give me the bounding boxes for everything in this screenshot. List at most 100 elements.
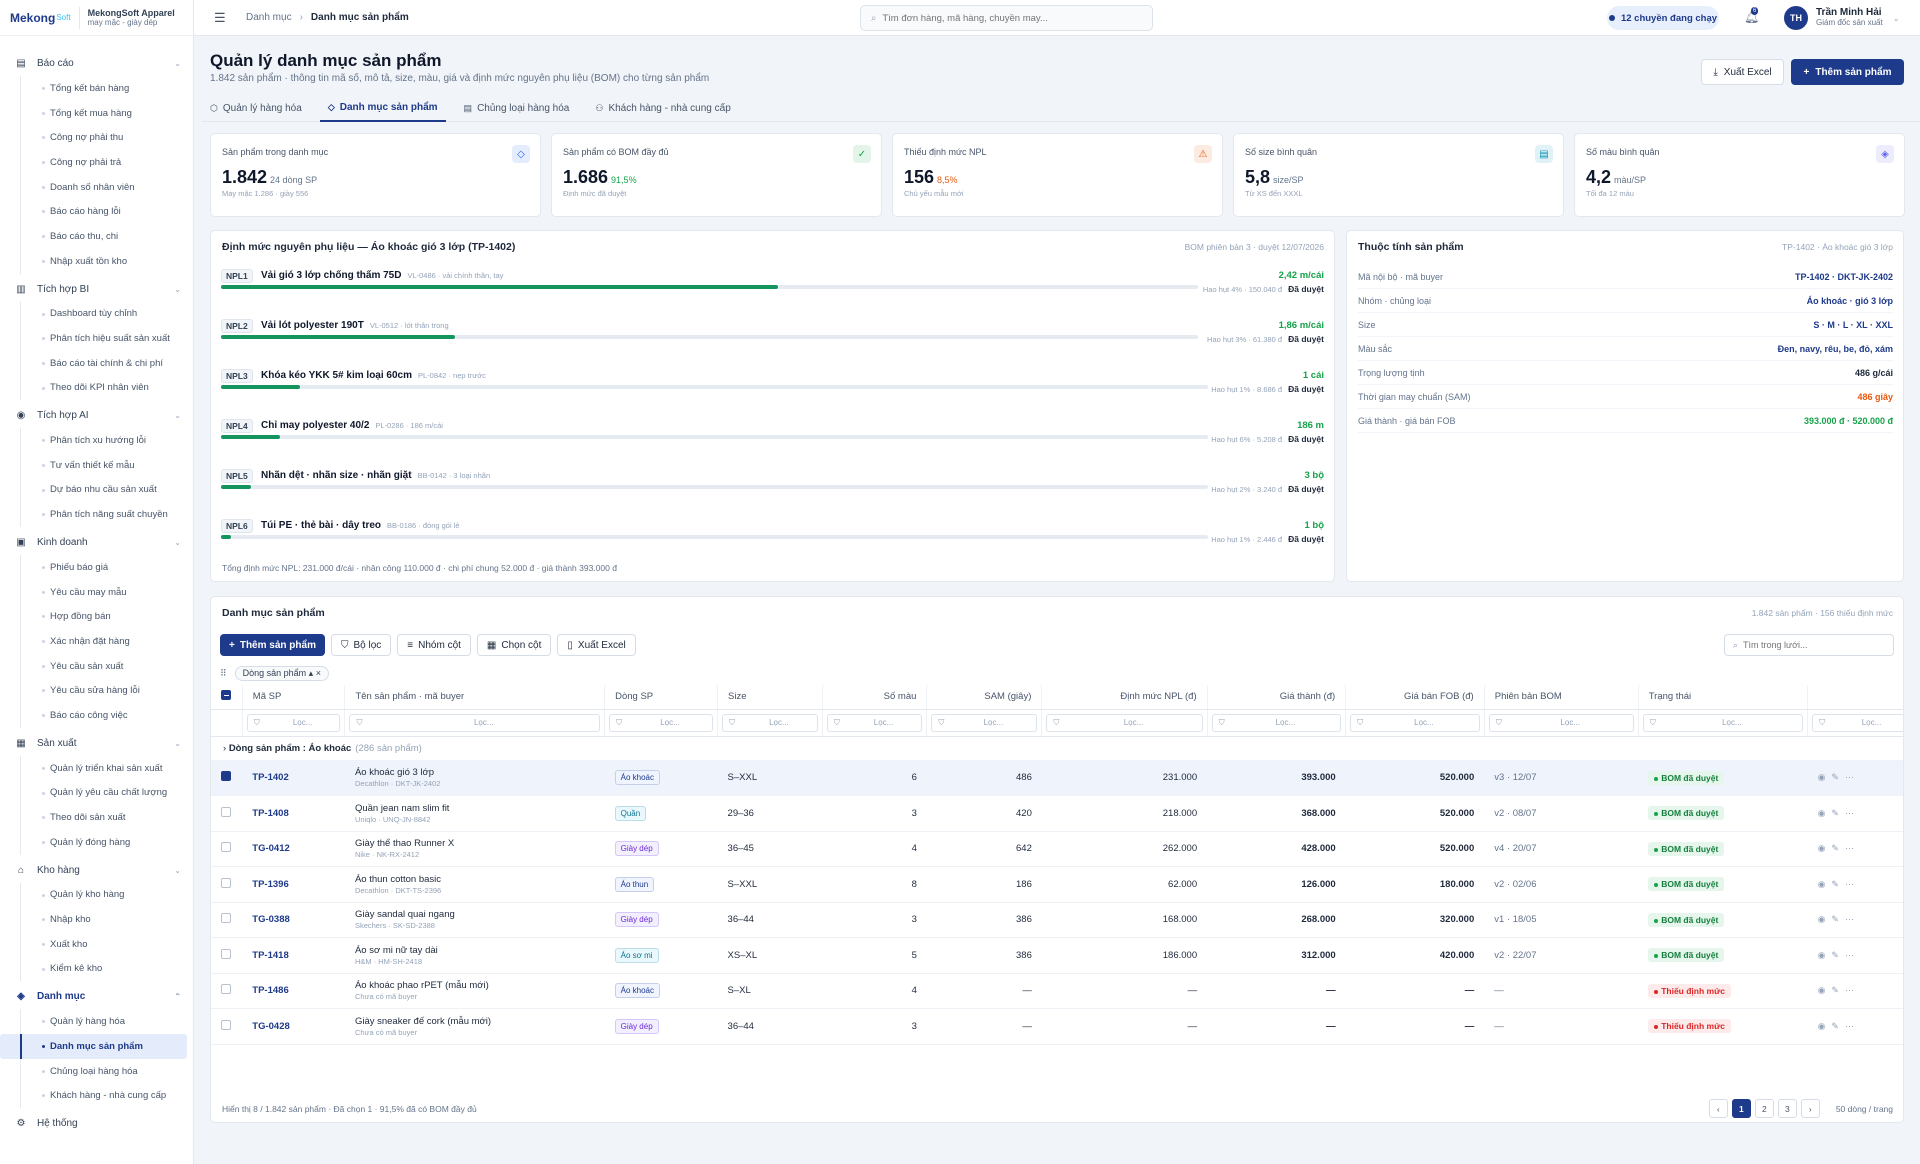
breadcrumb-item[interactable]: Danh mục [246,12,292,23]
grid-search[interactable]: ⌕ [1724,634,1894,656]
global-search[interactable]: ⌕ [860,5,1153,31]
row-checkbox[interactable] [221,984,231,995]
sidebar-item[interactable]: Quản lý hàng hóa [0,1009,193,1034]
more-icon[interactable]: ⋯ [1844,843,1860,854]
view-icon[interactable]: ◉ [1817,949,1832,960]
sidebar-item[interactable]: Phân tích xu hướng lỗi [0,428,193,453]
view-icon[interactable]: ◉ [1817,878,1832,889]
sidebar-item[interactable]: Quản lý triển khai sản xuất [0,755,193,781]
bell-icon[interactable]: 🔔︎ 6 [1744,7,1760,24]
product-code[interactable]: TG-0428 [252,1020,290,1032]
menu-icon[interactable]: ☰ [214,9,226,25]
column-header[interactable]: Định mức NPL (đ) [1041,685,1208,710]
view-icon[interactable]: ◉ [1817,914,1832,925]
sidebar-group-2[interactable]: ◉ Tích hợp AI ⌄ [0,403,193,428]
sidebar-item[interactable]: Hợp đồng bán [0,604,193,629]
product-code[interactable]: TP-1486 [252,985,289,997]
page-1-button[interactable]: 1 [1731,1099,1751,1118]
row-checkbox[interactable] [221,948,231,959]
column-header[interactable]: Số màu [822,685,928,710]
column-filter-input[interactable]: ⛉ Lọc... [1350,713,1480,732]
export-excel-button[interactable]: ⤓ Xuất Excel [1701,59,1784,85]
sidebar-group-3[interactable]: ▣ Kinh doanh ⌄ [0,530,193,555]
sidebar-item[interactable]: Yêu cầu sửa hàng lỗi [0,678,193,703]
product-code[interactable]: TG-0412 [252,843,290,855]
column-filter-input[interactable]: ⛉ Lọc... [931,713,1038,732]
edit-icon[interactable]: ✎ [1831,878,1845,889]
column-filter-input[interactable]: ⛉ Lọc... [1211,713,1342,732]
sidebar-group-5[interactable]: ⌂ Kho hàng ⌄ [0,858,193,883]
product-code[interactable]: TP-1396 [252,878,289,890]
table-row[interactable]: TG-0412 Giày thể thao Runner X Nike · NK-R… [211,831,1903,867]
more-icon[interactable]: ⋯ [1844,1020,1860,1031]
sidebar-item[interactable]: Tổng kết bán hàng [0,76,193,101]
bom-row[interactable]: NPL5 Nhãn dệt · nhãn size · nhãn giặt BB-0… [221,469,1324,519]
sidebar-item[interactable]: Xuất kho [0,931,193,957]
per-page-select[interactable]: 50 dòng / trang [1835,1103,1893,1114]
choose-columns-button[interactable]: ▦ Chọn cột [476,634,552,656]
table-row[interactable]: TP-1408 Quần jean nam slim fit Uniqlo · UN… [211,795,1903,832]
table-row[interactable]: TP-1418 Áo sơ mi nữ tay dài H&M · HM-SH-24… [211,937,1903,974]
sidebar-item[interactable]: Theo dõi KPI nhân viên [0,375,193,401]
prev-page-button[interactable]: ‹ [1708,1099,1728,1118]
global-search-input[interactable] [882,12,1123,24]
more-icon[interactable]: ⋯ [1844,985,1860,996]
sidebar-group-6[interactable]: ◈ Danh mục ⌃ [0,984,193,1009]
sidebar-item-system[interactable]: ⚙ Hệ thống [0,1111,193,1136]
table-row[interactable]: TG-0428 Giày sneaker đế cork (mẫu mới) Chư… [211,1008,1903,1045]
column-header[interactable]: Phiên bản BOM [1484,685,1639,710]
sidebar-item[interactable]: Báo cáo hàng lỗi [0,199,193,224]
sidebar-item[interactable]: Báo cáo tài chính & chi phí [0,350,193,376]
sidebar-item[interactable]: Nhập xuất tồn kho [0,248,193,274]
row-checkbox[interactable] [221,877,231,888]
product-code[interactable]: TG-0388 [252,914,290,926]
sidebar-item[interactable]: Danh mục sản phẩm [0,1034,187,1059]
grid-search-input[interactable] [1743,640,1884,650]
more-icon[interactable]: ⋯ [1844,807,1860,818]
edit-icon[interactable]: ✎ [1831,843,1845,854]
table-row[interactable]: TP-1402 Áo khoác gió 3 lớp Decathlon · DKT… [211,760,1903,796]
drag-handle-icon[interactable]: ⠿ [220,668,227,678]
next-page-button[interactable]: › [1800,1099,1820,1118]
sidebar-item[interactable]: Nhập kho [0,907,193,932]
tab-product-catalog[interactable]: ◇ Danh mục sản phẩm [319,94,446,122]
sidebar-item[interactable]: Kiểm kê kho [0,956,193,982]
view-icon[interactable]: ◉ [1817,843,1832,854]
bom-row[interactable]: NPL2 Vải lót polyester 190T VL-0512 · lót … [221,319,1324,369]
table-row[interactable]: TP-1486 Áo khoác phao rPET (mẫu mới) Chưa … [211,973,1903,1009]
more-icon[interactable]: ⋯ [1844,949,1860,960]
lines-running-badge[interactable]: 12 chuyền đang chạy [1607,6,1719,30]
row-checkbox[interactable] [221,806,231,817]
sidebar-item[interactable]: Yêu cầu sản xuất [0,653,193,679]
column-header[interactable]: Giá thành (đ) [1207,685,1347,710]
user-menu[interactable]: TH Trần Minh Hải Giám đốc sản xuất ⌄ [1784,6,1899,30]
column-filter-input[interactable]: ⛉ Lọc... [1642,713,1804,732]
table-row[interactable]: TP-1396 Áo thun cotton basic Decathlon · D… [211,866,1903,903]
group-row[interactable]: › Dòng sản phẩm : Áo khoác (286 sản phẩm) [211,736,1903,761]
column-filter-input[interactable]: ⛉ Lọc... [246,713,341,732]
table-row[interactable]: TG-0388 Giày sandal quai ngang Skechers · … [211,902,1903,938]
tab-customers-suppliers[interactable]: ⚇ Khách hàng - nhà cung cấp [595,102,731,114]
select-all-checkbox[interactable] [221,690,231,701]
column-filter-input[interactable]: ⛉ Lọc... [609,713,714,732]
column-header[interactable]: SAM (giây) [926,685,1043,710]
edit-icon[interactable]: ✎ [1831,949,1845,960]
row-checkbox[interactable] [221,771,231,782]
sidebar-item[interactable]: Dashboard tùy chỉnh [0,301,193,327]
grid-export-excel-button[interactable]: ▯ Xuất Excel [557,634,636,656]
tab-goods[interactable]: ⬡ Quản lý hàng hóa [210,102,302,114]
column-filter-input[interactable]: ⛉ Lọc... [826,713,923,732]
column-header[interactable]: Trạng thái [1638,685,1809,710]
column-filter-input[interactable]: ⛉ Lọc... [349,713,601,732]
add-product-button[interactable]: + Thêm sản phẩm [1791,59,1904,85]
sidebar-item[interactable]: Theo dõi sản xuất [0,805,193,830]
bom-row[interactable]: NPL4 Chỉ may polyester 40/2 PL-0286 · 186 … [221,419,1324,469]
row-checkbox[interactable] [221,842,231,853]
view-icon[interactable]: ◉ [1817,985,1832,996]
edit-icon[interactable]: ✎ [1831,1020,1845,1031]
filter-button[interactable]: ⛉ Bộ lọc [330,634,392,656]
sidebar-group-0[interactable]: ▤ Báo cáo ⌄ [0,51,193,76]
column-filter-input[interactable]: ⛉ Lọc... [1046,713,1203,732]
row-checkbox[interactable] [221,913,231,924]
column-header[interactable]: Dòng SP [604,685,719,710]
